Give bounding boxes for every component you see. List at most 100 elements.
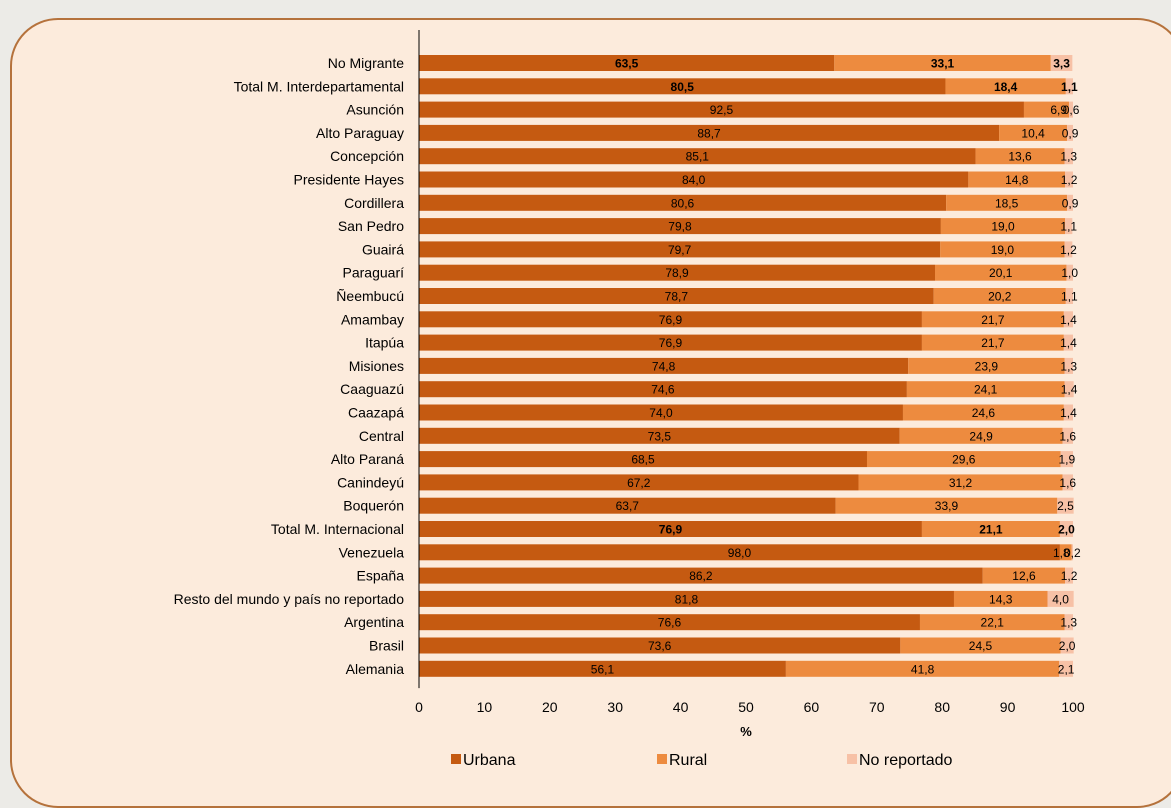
bar-rural-24 xyxy=(919,614,1065,631)
data-label-rural-19: 33,9 xyxy=(935,499,959,513)
data-label-no-reportado-14: 1,4 xyxy=(1061,383,1078,397)
data-label-rural-7: 19,0 xyxy=(991,220,1015,234)
bar-urbana-11 xyxy=(419,311,922,328)
legend-swatch-2 xyxy=(847,754,857,764)
data-label-urbana-7: 79,8 xyxy=(668,220,692,234)
category-label-22: España xyxy=(357,568,405,584)
bar-rural-13 xyxy=(908,357,1065,374)
data-label-no-reportado-24: 1,3 xyxy=(1060,616,1077,630)
bar-urbana-13 xyxy=(419,357,909,374)
data-label-no-reportado-5: 1,2 xyxy=(1061,173,1078,187)
data-label-rural-23: 14,3 xyxy=(989,592,1013,606)
data-label-rural-6: 18,5 xyxy=(995,196,1019,210)
bar-no-reportado-17 xyxy=(1060,451,1073,468)
bar-rural-10 xyxy=(933,288,1066,304)
data-label-no-reportado-1: 1,1 xyxy=(1061,80,1078,94)
bar-urbana-7 xyxy=(419,218,941,235)
category-label-8: Guairá xyxy=(362,241,404,257)
bar-rural-15 xyxy=(902,404,1064,421)
x-tick-label-2: 20 xyxy=(542,699,558,715)
bar-no-reportado-25 xyxy=(1060,637,1074,654)
bar-rural-9 xyxy=(935,264,1067,281)
bar-urbana-8 xyxy=(419,241,941,258)
bar-rural-1 xyxy=(945,78,1066,95)
data-label-no-reportado-8: 1,2 xyxy=(1060,243,1077,257)
data-label-urbana-9: 78,9 xyxy=(665,266,689,280)
category-label-25: Brasil xyxy=(369,638,404,654)
category-label-20: Total M. Internacional xyxy=(271,521,404,537)
data-label-urbana-1: 80,5 xyxy=(671,80,695,94)
bar-rural-12 xyxy=(921,334,1064,351)
data-label-urbana-21: 98,0 xyxy=(728,546,752,560)
bar-rural-14 xyxy=(906,381,1065,398)
data-label-rural-1: 18,4 xyxy=(994,80,1018,94)
bar-no-reportado-5 xyxy=(1065,171,1073,188)
category-label-16: Central xyxy=(359,428,404,444)
bar-urbana-14 xyxy=(419,381,907,398)
category-label-5: Presidente Hayes xyxy=(293,172,404,188)
bar-no-reportado-9 xyxy=(1066,264,1073,281)
data-label-urbana-0: 63,5 xyxy=(615,57,639,71)
bar-no-reportado-23 xyxy=(1047,590,1074,607)
data-label-no-reportado-10: 1,1 xyxy=(1061,290,1078,304)
data-label-rural-26: 41,8 xyxy=(911,662,935,676)
x-tick-label-5: 50 xyxy=(738,699,754,715)
bar-no-reportado-13 xyxy=(1064,357,1073,374)
data-label-rural-16: 24,9 xyxy=(969,429,993,443)
data-label-rural-21: 1,8 xyxy=(1053,546,1070,560)
axes-layer: 0 10 20 30 40 50 60 70 80 90 100% xyxy=(415,30,1085,739)
bar-rural-4 xyxy=(975,148,1065,165)
data-label-rural-22: 12,6 xyxy=(1012,569,1036,583)
data-label-rural-11: 21,7 xyxy=(981,313,1005,327)
data-label-rural-12: 21,7 xyxy=(981,336,1005,350)
bar-rural-25 xyxy=(900,637,1061,654)
data-label-rural-14: 24,1 xyxy=(974,383,998,397)
bar-no-reportado-3 xyxy=(1067,124,1073,141)
bar-urbana-26 xyxy=(419,660,786,677)
bar-rural-16 xyxy=(899,427,1063,444)
bar-no-reportado-15 xyxy=(1063,404,1073,421)
data-label-no-reportado-15: 1,4 xyxy=(1060,406,1077,420)
bar-rural-11 xyxy=(921,311,1064,328)
data-label-rural-9: 20,1 xyxy=(989,266,1013,280)
category-label-10: Ñeembucú xyxy=(336,288,404,304)
bar-rural-3 xyxy=(999,124,1068,141)
stacked-bar-chart: 63,5 33,1 3,3 80,5 18,4 1,1 92,5 6,90,6 88,7 10,4… xyxy=(174,30,1085,769)
bar-no-reportado-6 xyxy=(1067,194,1073,211)
data-label-urbana-14: 74,6 xyxy=(651,383,675,397)
bar-urbana-18 xyxy=(419,474,859,491)
data-label-urbana-3: 88,7 xyxy=(697,126,721,140)
bar-urbana-16 xyxy=(419,427,900,444)
bar-no-reportado-16 xyxy=(1062,427,1073,444)
data-label-rural-18: 31,2 xyxy=(949,476,973,490)
bar-no-reportado-24 xyxy=(1064,614,1073,631)
bar-urbana-23 xyxy=(419,590,954,607)
bar-rural-23 xyxy=(953,590,1048,607)
x-tick-label-3: 30 xyxy=(607,699,623,715)
data-label-urbana-22: 86,2 xyxy=(689,569,713,583)
category-label-13: Misiones xyxy=(349,358,404,374)
bar-rural-7 xyxy=(940,218,1066,235)
data-label-no-reportado-19: 2,5 xyxy=(1057,499,1074,513)
bar-urbana-3 xyxy=(419,124,1000,141)
bar-urbana-24 xyxy=(419,614,920,631)
data-label-urbana-17: 68,5 xyxy=(631,453,655,467)
data-label-urbana-23: 81,8 xyxy=(675,592,699,606)
data-label-no-reportado-16: 1,6 xyxy=(1059,429,1076,443)
data-label-rural-15: 24,6 xyxy=(972,406,996,420)
bar-no-reportado-22 xyxy=(1065,567,1073,584)
bar-no-reportado-4 xyxy=(1064,148,1073,165)
bar-no-reportado-0 xyxy=(1050,55,1073,71)
bar-rural-0 xyxy=(834,55,1051,71)
data-label-urbana-26: 56,1 xyxy=(591,662,615,676)
data-label-no-reportado-22: 1,2 xyxy=(1061,569,1078,583)
data-label-rural-24: 22,1 xyxy=(981,616,1005,630)
data-label-rural-13: 23,9 xyxy=(975,359,999,373)
data-label-no-reportado-6: 0,9 xyxy=(1062,196,1079,210)
bar-no-reportado-20 xyxy=(1059,521,1073,537)
category-label-14: Caaguazú xyxy=(340,381,404,397)
data-label-no-reportado-0: 3,3 xyxy=(1053,57,1070,71)
bar-no-reportado-26 xyxy=(1059,660,1073,677)
bar-urbana-1 xyxy=(419,78,946,95)
category-label-1: Total M. Interdepartamental xyxy=(234,78,404,94)
